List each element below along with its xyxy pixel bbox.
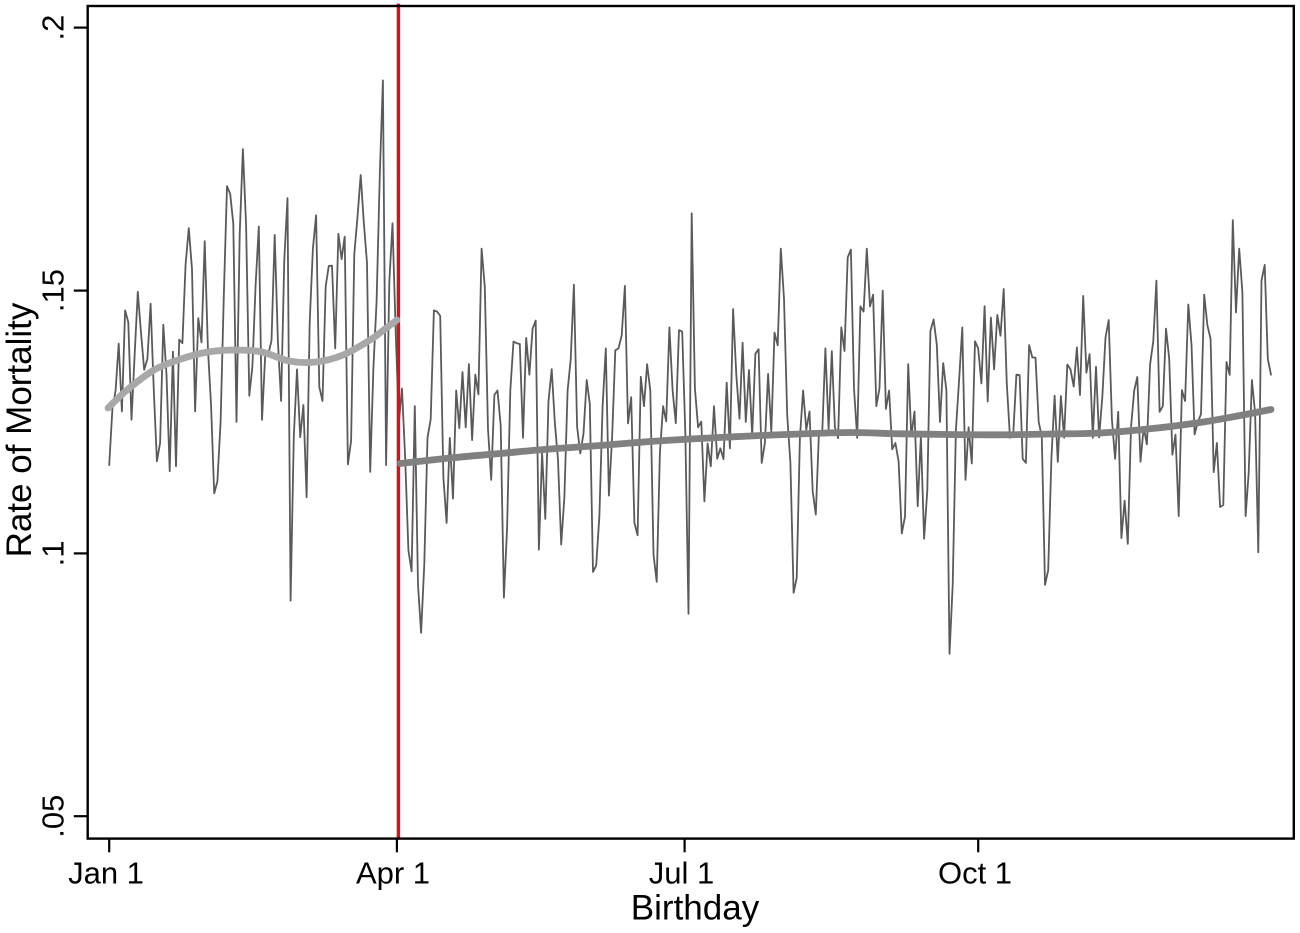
- svg-text:Birthday: Birthday: [631, 889, 760, 928]
- svg-text:Rate of Mortality: Rate of Mortality: [0, 302, 39, 557]
- svg-text:Apr 1: Apr 1: [356, 856, 430, 891]
- svg-text:Jan 1: Jan 1: [68, 856, 144, 891]
- svg-text:.2: .2: [36, 15, 71, 41]
- svg-text:Jul 1: Jul 1: [649, 856, 714, 891]
- svg-text:Oct 1: Oct 1: [938, 856, 1012, 891]
- svg-text:.15: .15: [36, 269, 71, 312]
- svg-text:.05: .05: [36, 795, 71, 838]
- svg-text:.1: .1: [36, 540, 71, 566]
